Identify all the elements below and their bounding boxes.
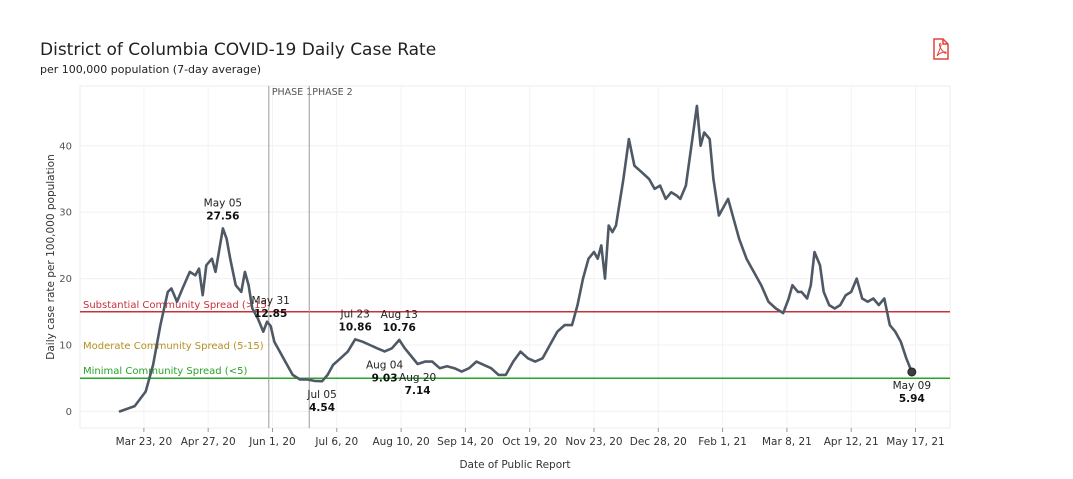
annotation-value: 5.94: [899, 393, 925, 405]
phase-label: PHASE 2: [312, 87, 352, 98]
x-tick-label: Nov 23, 20: [565, 436, 622, 448]
x-tick-label: Apr 12, 21: [824, 436, 879, 448]
last-point-marker: [907, 367, 917, 377]
x-axis-title: Date of Public Report: [459, 459, 570, 471]
x-tick-label: Dec 28, 20: [630, 436, 687, 448]
x-tick-label: Mar 23, 20: [116, 436, 173, 448]
x-tick-label: Oct 19, 20: [502, 436, 557, 448]
y-axis-title: Daily case rate per 100,000 population: [45, 154, 57, 359]
annotation-value: 12.85: [254, 308, 287, 320]
annotation-value: 9.03: [372, 372, 398, 384]
y-tick-label: 40: [59, 141, 72, 152]
y-tick-label: 30: [59, 208, 72, 219]
x-tick-label: Feb 1, 21: [698, 436, 747, 448]
annotation-date: Aug 20: [399, 372, 436, 384]
x-tick-label: Jul 6, 20: [314, 436, 358, 448]
annotation-value: 10.86: [339, 321, 372, 333]
spread-bands: Substantial Community Spread (>15) Minima…: [80, 300, 950, 379]
annotation-date: May 09: [893, 380, 931, 392]
x-tick-label: Apr 27, 20: [181, 436, 236, 448]
pdf-icon[interactable]: [930, 37, 952, 61]
series-line: [118, 104, 914, 413]
reference-label: Substantial Community Spread (>15): [83, 300, 271, 311]
x-tick-label: Jun 1, 20: [248, 436, 295, 448]
y-tick-label: 10: [59, 340, 72, 351]
reference-label: Minimal Community Spread (<5): [83, 366, 247, 377]
phase-label: PHASE 1: [272, 87, 312, 98]
gridlines: [79, 85, 951, 429]
band-label: Moderate Community Spread (5-15): [83, 341, 264, 352]
annotation-value: 7.14: [405, 385, 431, 397]
x-tick-label: Aug 10, 20: [372, 436, 429, 448]
annotation-date: May 05: [204, 197, 242, 209]
annotation-date: Aug 13: [381, 309, 418, 321]
annotation-date: May 31: [251, 295, 289, 307]
annotation-date: Aug 04: [366, 359, 404, 371]
chart-subtitle: per 100,000 population (7-day average): [40, 63, 262, 76]
x-tick-label: May 17, 21: [886, 436, 944, 448]
x-axis: Mar 23, 20 Apr 27, 20 Jun 1, 20 Jul 6, 20 Au…: [116, 428, 945, 448]
annotation-value: 27.56: [206, 210, 239, 222]
x-tick-label: Sep 14, 20: [437, 436, 494, 448]
annotation-date: Jul 23: [339, 308, 369, 320]
plot-frame: [79, 85, 951, 429]
y-tick-label: 0: [66, 407, 72, 418]
annotation-value: 10.76: [383, 322, 416, 334]
annotation-date: Jul 05: [306, 389, 336, 401]
y-tick-label: 20: [59, 274, 72, 285]
x-tick-label: Mar 8, 21: [762, 436, 812, 448]
y-axis: 0 10 20 30 40: [59, 141, 72, 418]
chart-title: District of Columbia COVID-19 Daily Case…: [40, 40, 437, 60]
annotation-value: 4.54: [309, 402, 335, 414]
series-layer: [118, 104, 917, 413]
phase-markers: PHASE 1 PHASE 2: [268, 86, 353, 428]
